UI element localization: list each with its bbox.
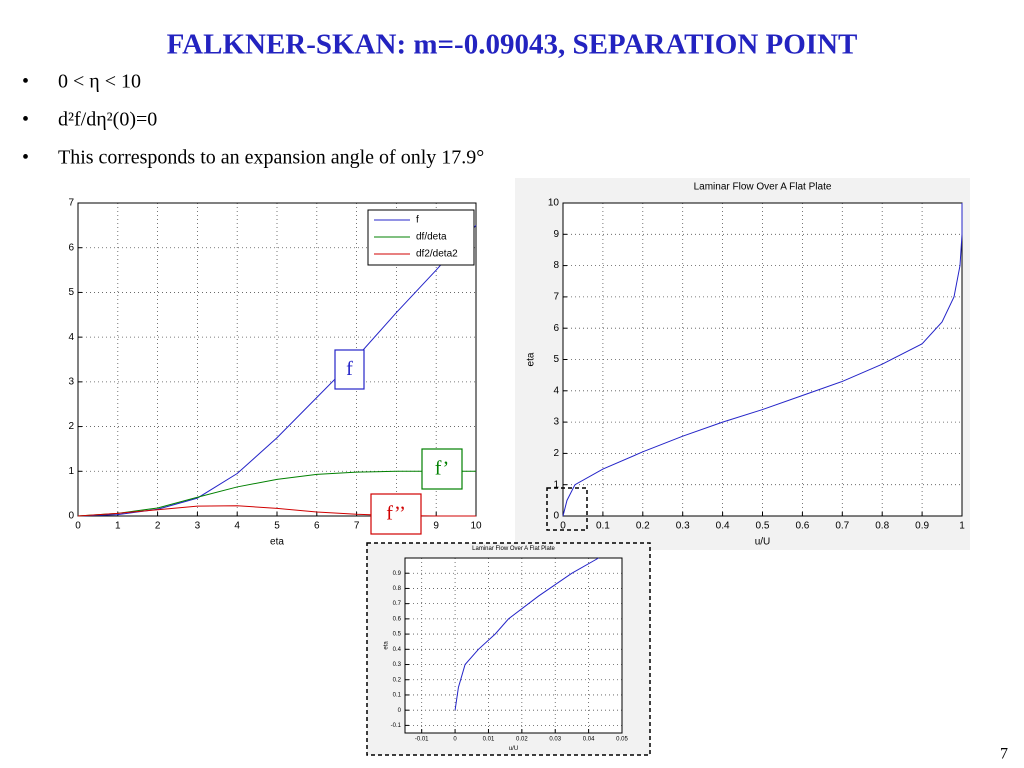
plot-frame [77, 202, 477, 517]
y-tick-label: 4 [553, 385, 559, 396]
x-tick-label: 0.6 [795, 521, 809, 532]
y-axis-label: eta [526, 352, 537, 366]
y-tick-label: 0.7 [393, 601, 402, 607]
y-tick-label: 0 [553, 511, 559, 522]
chart-title: Laminar Flow Over A Flat Plate [472, 546, 555, 552]
x-tick-label: 0.03 [549, 737, 561, 743]
page-number: 7 [1000, 746, 1008, 763]
y-tick-label: 5 [553, 354, 559, 365]
plot-frame [404, 557, 623, 734]
y-tick-label: 7 [553, 292, 559, 303]
chart: 0 0.1 0.2 0.3 0.4 0.5 0.6 0.7 0.8 0.9 101234567891… [526, 182, 966, 548]
y-tick-label: 1 [553, 479, 559, 490]
y-tick-label: 2 [553, 448, 559, 459]
x-tick-label: 0.1 [596, 521, 610, 532]
annotation-box [334, 349, 365, 390]
x-tick-label: 4 [234, 521, 240, 532]
chart: 01234567891001234567etafdf/detadf2/deta2… [68, 198, 482, 548]
y-tick-label: 1 [68, 466, 74, 477]
annotation-box [370, 493, 422, 535]
bullet-dot: • [22, 71, 29, 93]
x-tick-label: -0.01 [415, 737, 429, 743]
y-tick-label: 0.2 [393, 677, 402, 683]
slide-title: FALKNER-SKAN: m=-0.09043, SEPARATION POI… [167, 29, 858, 61]
annotation: f’ [435, 458, 449, 480]
bullet-text: 0 < η < 10 [58, 71, 141, 93]
bullet-dot: • [22, 147, 29, 169]
zoom-marker [546, 487, 588, 531]
plot-frame [562, 202, 963, 517]
x-tick-label: 0 [453, 737, 457, 743]
x-tick-label: 0.2 [636, 521, 650, 532]
x-tick-label: 5 [274, 521, 280, 532]
bullet-text: This corresponds to an expansion angle o… [58, 147, 484, 169]
x-tick-label: 9 [433, 521, 439, 532]
y-tick-label: 0.3 [393, 662, 402, 668]
x-tick-label: 1 [115, 521, 121, 532]
x-tick-label: 3 [195, 521, 201, 532]
y-tick-label: 9 [553, 229, 559, 240]
y-tick-label: 4 [68, 332, 74, 343]
y-tick-label: 0 [68, 511, 74, 522]
y-tick-label: 0.5 [393, 632, 402, 638]
annotation-box [421, 448, 463, 490]
bullet-dot: • [22, 109, 29, 131]
x-tick-label: 0.04 [583, 737, 595, 743]
x-tick-label: 0.5 [756, 521, 770, 532]
series-line [77, 470, 476, 517]
x-tick-label: 7 [354, 521, 360, 532]
series-line [562, 203, 963, 517]
x-axis-label: u/U [755, 537, 771, 548]
legend-label: df2/deta2 [416, 249, 458, 260]
bullet-text: d²f/dη²(0)=0 [58, 109, 157, 131]
series-line [454, 557, 599, 711]
annotation: f [346, 358, 353, 380]
x-tick-label: 6 [314, 521, 320, 532]
y-tick-label: 8 [553, 260, 559, 271]
x-tick-label: 0.02 [516, 737, 528, 743]
y-tick-label: 3 [553, 417, 559, 428]
x-tick-label: 0 [75, 521, 81, 532]
x-tick-label: 0.7 [835, 521, 849, 532]
legend-label: df/deta [416, 232, 447, 243]
annotation: f’’ [386, 503, 406, 525]
x-axis-label: eta [270, 537, 284, 548]
x-tick-label: 0.3 [676, 521, 690, 532]
x-tick-label: 0.8 [875, 521, 889, 532]
y-tick-label: 0.8 [393, 586, 402, 592]
y-axis-label: eta [383, 641, 389, 650]
x-tick-label: 0.4 [716, 521, 730, 532]
y-tick-label: 0.6 [393, 616, 402, 622]
y-tick-label: -0.1 [391, 723, 402, 729]
x-axis-label: u/U [509, 746, 518, 752]
chart-title: Laminar Flow Over A Flat Plate [694, 182, 832, 193]
y-tick-label: 7 [68, 198, 74, 209]
y-tick-label: 0.4 [393, 647, 402, 653]
x-tick-label: 0.05 [616, 737, 628, 743]
x-tick-label: 0.9 [915, 521, 929, 532]
x-tick-label: 1 [959, 521, 965, 532]
x-tick-label: 0.01 [483, 737, 495, 743]
y-tick-label: 0.1 [393, 693, 402, 699]
legend-label: f [416, 215, 419, 226]
y-tick-label: 5 [68, 287, 74, 298]
y-tick-label: 10 [548, 198, 560, 209]
plot-area [405, 558, 622, 733]
x-tick-label: 0 [560, 521, 566, 532]
chart: -0.01 0 0.01 0.02 0.03 0.04 0.05 -0.1 0 0.1 0.2 0.3… [383, 546, 628, 752]
y-tick-label: 3 [68, 376, 74, 387]
y-tick-label: 6 [68, 242, 74, 253]
y-tick-label: 2 [68, 421, 74, 432]
y-tick-label: 0 [398, 708, 402, 714]
y-tick-label: 6 [553, 323, 559, 334]
x-tick-label: 2 [155, 521, 161, 532]
y-tick-label: 0.9 [393, 571, 402, 577]
x-tick-label: 10 [470, 521, 482, 532]
charts: 01234567891001234567etafdf/detadf2/deta2… [68, 182, 965, 753]
